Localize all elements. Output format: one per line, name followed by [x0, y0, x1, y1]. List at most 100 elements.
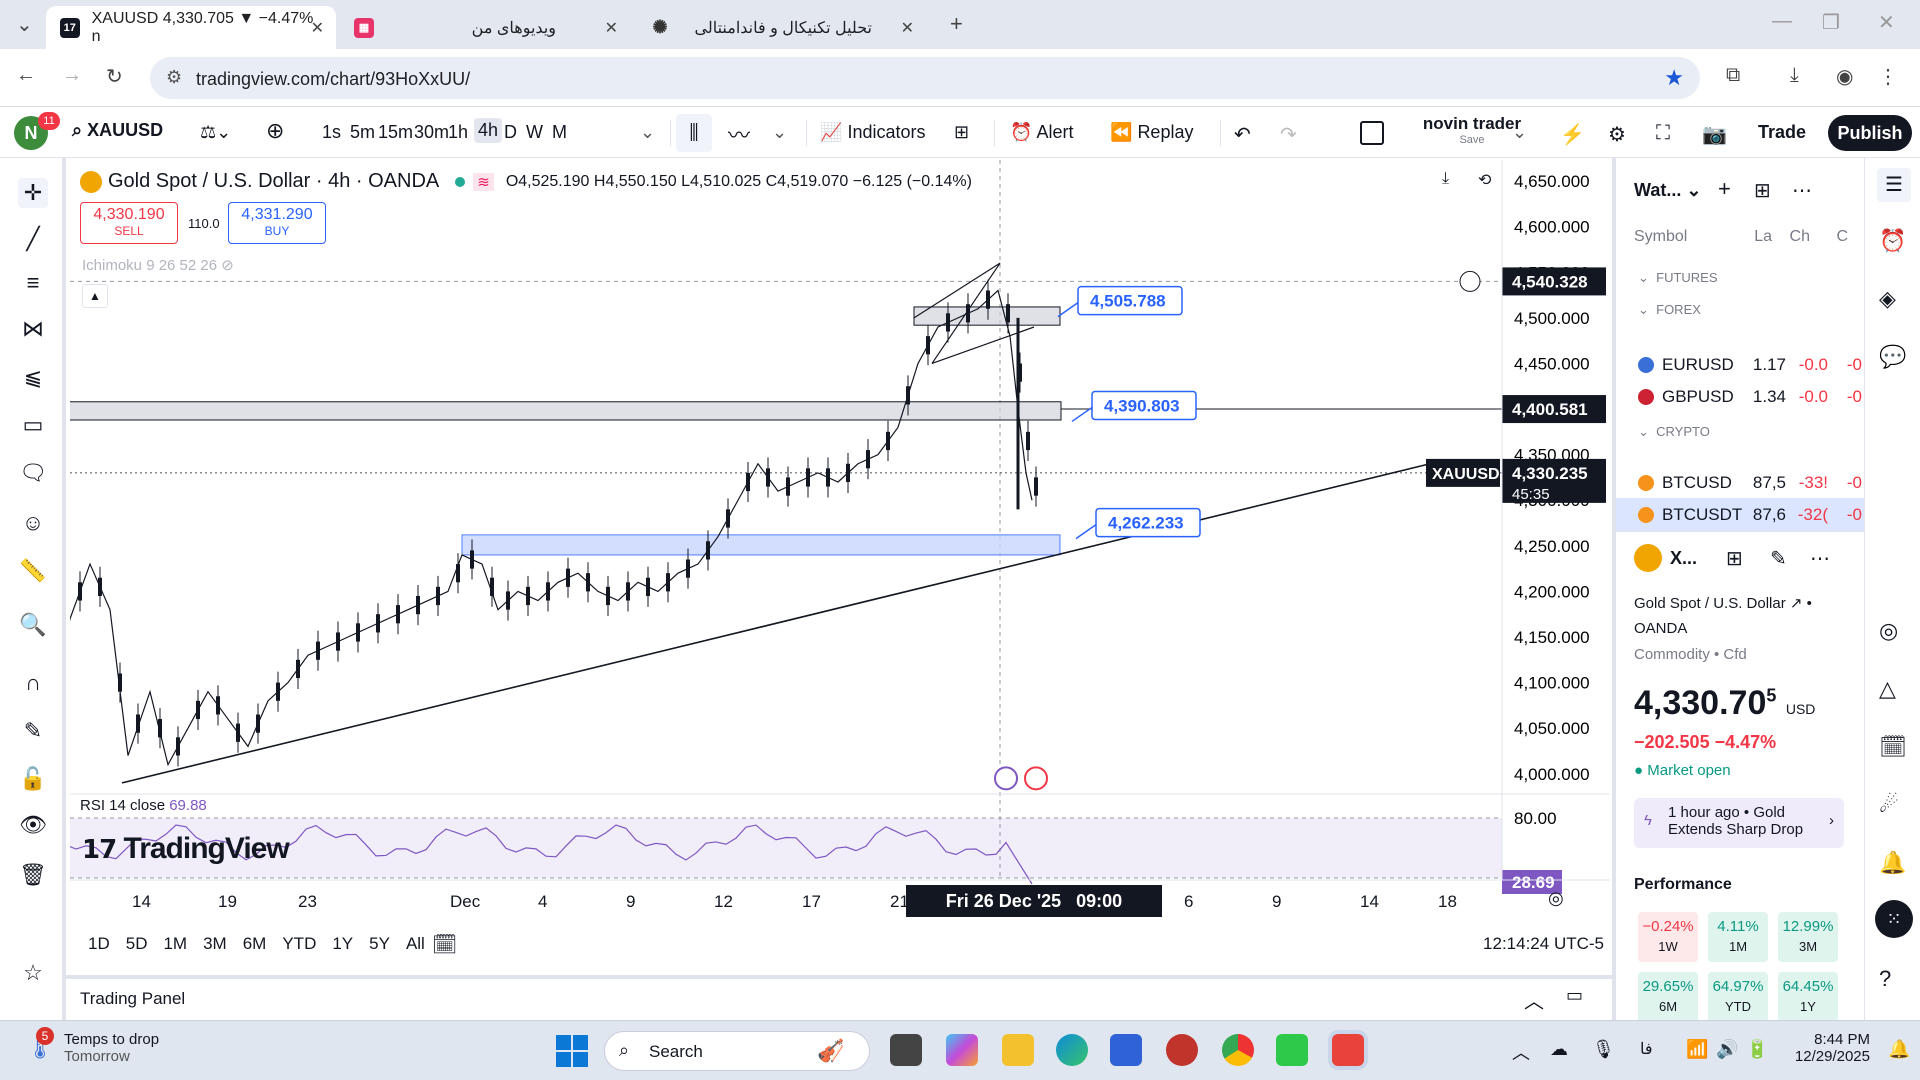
calendar-icon[interactable]: 🗓: [1879, 734, 1907, 759]
taskbar-clock[interactable]: 8:44 PM 12/29/2025: [1794, 1031, 1870, 1065]
chart-title[interactable]: Gold Spot / U.S. Dollar · 4h · OANDA: [108, 170, 440, 192]
profile-icon[interactable]: ◉: [1836, 66, 1854, 88]
shapes-icon[interactable]: ▭: [22, 412, 44, 437]
watchlist-row[interactable]: EURUSD 1.17 -0.0 -0: [1638, 348, 1863, 382]
replay-button[interactable]: ⏪ Replay: [1110, 122, 1194, 142]
perf-cell-3m[interactable]: 12.99% 3M: [1778, 912, 1838, 962]
wifi-icon[interactable]: 📶: [1686, 1039, 1709, 1059]
back-icon[interactable]: ←: [16, 64, 36, 86]
advanced-view-icon[interactable]: ⊞: [1754, 180, 1771, 202]
reload-icon[interactable]: ↻: [106, 66, 123, 88]
section-futures[interactable]: ⌄ FUTURES: [1638, 270, 1718, 285]
clock-readout[interactable]: 12:14:24 UTC-5: [1483, 934, 1604, 953]
magnet-icon[interactable]: ∩: [25, 670, 41, 695]
scroll-to-end-icon[interactable]: ⤓: [1442, 170, 1450, 187]
edit-icon[interactable]: ✎: [1770, 548, 1787, 570]
minimize-button[interactable]: —: [1772, 10, 1792, 32]
collapse-legend-icon[interactable]: ▲: [82, 284, 108, 308]
alert-button[interactable]: ⏰ Alert: [1010, 122, 1074, 142]
perf-cell-6m[interactable]: 29.65% 6M: [1638, 972, 1698, 1022]
perf-cell-1m[interactable]: 4.11% 1M: [1708, 912, 1768, 962]
store-icon[interactable]: [1110, 1034, 1142, 1066]
detail-symbol[interactable]: X...: [1670, 548, 1698, 568]
notification-bell-icon[interactable]: 🔔: [1888, 1039, 1911, 1059]
grid-icon[interactable]: ⊞: [1726, 548, 1743, 570]
url-text[interactable]: tradingview.com/chart/93HoXxUU/: [196, 69, 471, 89]
maximize-button[interactable]: ❐: [1822, 12, 1840, 34]
perf-cell-ytd[interactable]: 64.97% YTD: [1708, 972, 1768, 1022]
lock-icon[interactable]: 🔓: [19, 766, 47, 791]
interval-4h[interactable]: 4h: [474, 118, 503, 143]
ichimoku-legend[interactable]: Ichimoku 9 26 52 26 ⊘: [82, 257, 234, 274]
fullscreen-icon[interactable]: ⛶: [1656, 122, 1670, 144]
close-tab-icon[interactable]: ✕: [310, 19, 324, 37]
interval-M[interactable]: M: [552, 122, 567, 142]
perf-cell-1y[interactable]: 64.45% 1Y: [1778, 972, 1838, 1022]
trading-panel-bar[interactable]: Trading Panel ︿ ▭: [66, 975, 1612, 1019]
file-explorer-icon[interactable]: [1002, 1034, 1034, 1066]
app-p-icon[interactable]: [1166, 1034, 1198, 1066]
add-symbol-icon[interactable]: +: [1718, 176, 1731, 201]
calendar-icon[interactable]: 🗓: [432, 934, 458, 956]
interval-dropdown-icon[interactable]: ⌄: [640, 122, 656, 142]
goto-date-icon[interactable]: ◎: [1548, 888, 1564, 908]
redo-icon[interactable]: ↷: [1280, 124, 1297, 146]
chart-type-dropdown-icon[interactable]: ⌄: [772, 122, 788, 142]
expand-panel-icon[interactable]: ︿: [1524, 991, 1544, 1013]
range-5y[interactable]: 5Y: [369, 934, 390, 953]
interval-W[interactable]: W: [526, 122, 543, 142]
layers-icon[interactable]: ◈: [1879, 286, 1896, 311]
more-icon[interactable]: ⋯: [1792, 180, 1812, 202]
download-icon[interactable]: ⤓: [1790, 64, 1799, 86]
range-1y[interactable]: 1Y: [332, 934, 354, 953]
windows-start-icon[interactable]: [556, 1035, 588, 1067]
notifications-icon[interactable]: 🔔: [1879, 850, 1907, 875]
bookmark-star-icon[interactable]: ★: [1664, 65, 1684, 90]
menu-icon[interactable]: ⋮: [1878, 66, 1898, 88]
buy-button[interactable]: 4,331.290 BUY: [228, 202, 326, 244]
forecast-icon[interactable]: ⫹: [23, 364, 43, 389]
site-info-icon[interactable]: ⚙: [166, 67, 183, 87]
sell-button[interactable]: 4,330.190 SELL: [80, 202, 178, 244]
extensions-icon[interactable]: ⧉: [1726, 64, 1741, 86]
ideas-icon[interactable]: ◎: [1879, 618, 1899, 643]
watchlist-row[interactable]: BTCUSDT 87,6 -32(-0: [1616, 498, 1864, 532]
camtasia-red-icon[interactable]: [1332, 1034, 1364, 1066]
perf-cell-1w[interactable]: −0.24% 1W: [1638, 912, 1698, 962]
microphone-icon[interactable]: 🎙: [1592, 1039, 1615, 1059]
fib-icon[interactable]: ≡: [26, 270, 40, 295]
price-chart[interactable]: 4,650.0004,600.0004,550.0004,500.0004,45…: [70, 160, 1610, 920]
forward-icon[interactable]: →: [62, 64, 82, 86]
trade-button[interactable]: Trade: [1758, 122, 1807, 142]
line-chart-icon[interactable]: 〰: [728, 123, 751, 148]
rsi-legend[interactable]: RSI 14 close 69.88: [80, 797, 207, 814]
range-6m[interactable]: 6M: [242, 934, 267, 953]
help-icon[interactable]: ?: [1879, 966, 1892, 991]
interval-1h[interactable]: 1h: [448, 122, 469, 142]
range-1d[interactable]: 1D: [88, 934, 110, 953]
zoom-icon[interactable]: 🔍: [19, 612, 47, 637]
indicators-button[interactable]: 📈 Indicators: [820, 122, 926, 142]
tray-app-icon[interactable]: ☁: [1550, 1039, 1568, 1059]
pattern-icon[interactable]: ⋈: [22, 316, 44, 341]
layout-icon[interactable]: [1360, 121, 1384, 145]
watchlist-row[interactable]: BTCUSD 87,5 -33! -0: [1638, 466, 1863, 500]
taskbar-search[interactable]: ⌕ Search 🎻: [604, 1031, 870, 1071]
chrome-icon[interactable]: [1222, 1034, 1254, 1066]
interval-D[interactable]: D: [504, 122, 517, 142]
section-forex[interactable]: ⌄ FOREX: [1638, 302, 1701, 317]
compare-icon[interactable]: ⚖⌄: [200, 122, 232, 142]
weather-widget[interactable]: Temps to drop Tomorrow: [64, 1031, 160, 1065]
more-icon[interactable]: ⋯: [1810, 548, 1830, 570]
hidden-eye-icon[interactable]: ⊘: [221, 257, 234, 274]
eye-icon[interactable]: 👁: [19, 812, 47, 837]
data-problem-icon[interactable]: ≋: [473, 172, 494, 191]
ruler-icon[interactable]: 📏: [19, 558, 47, 583]
pencil-lock-icon[interactable]: ✎: [23, 718, 43, 743]
quick-search-icon[interactable]: ⚡: [1560, 124, 1585, 146]
watchlist-title[interactable]: Wat... ⌄: [1634, 180, 1702, 200]
new-tab-button[interactable]: +: [950, 11, 963, 36]
tab-xauusd[interactable]: 17 XAUUSD 4,330.705 ▼ −4.47% n ✕: [46, 6, 336, 49]
interval-15m[interactable]: 15m: [378, 122, 414, 142]
range-all[interactable]: All: [405, 934, 425, 953]
